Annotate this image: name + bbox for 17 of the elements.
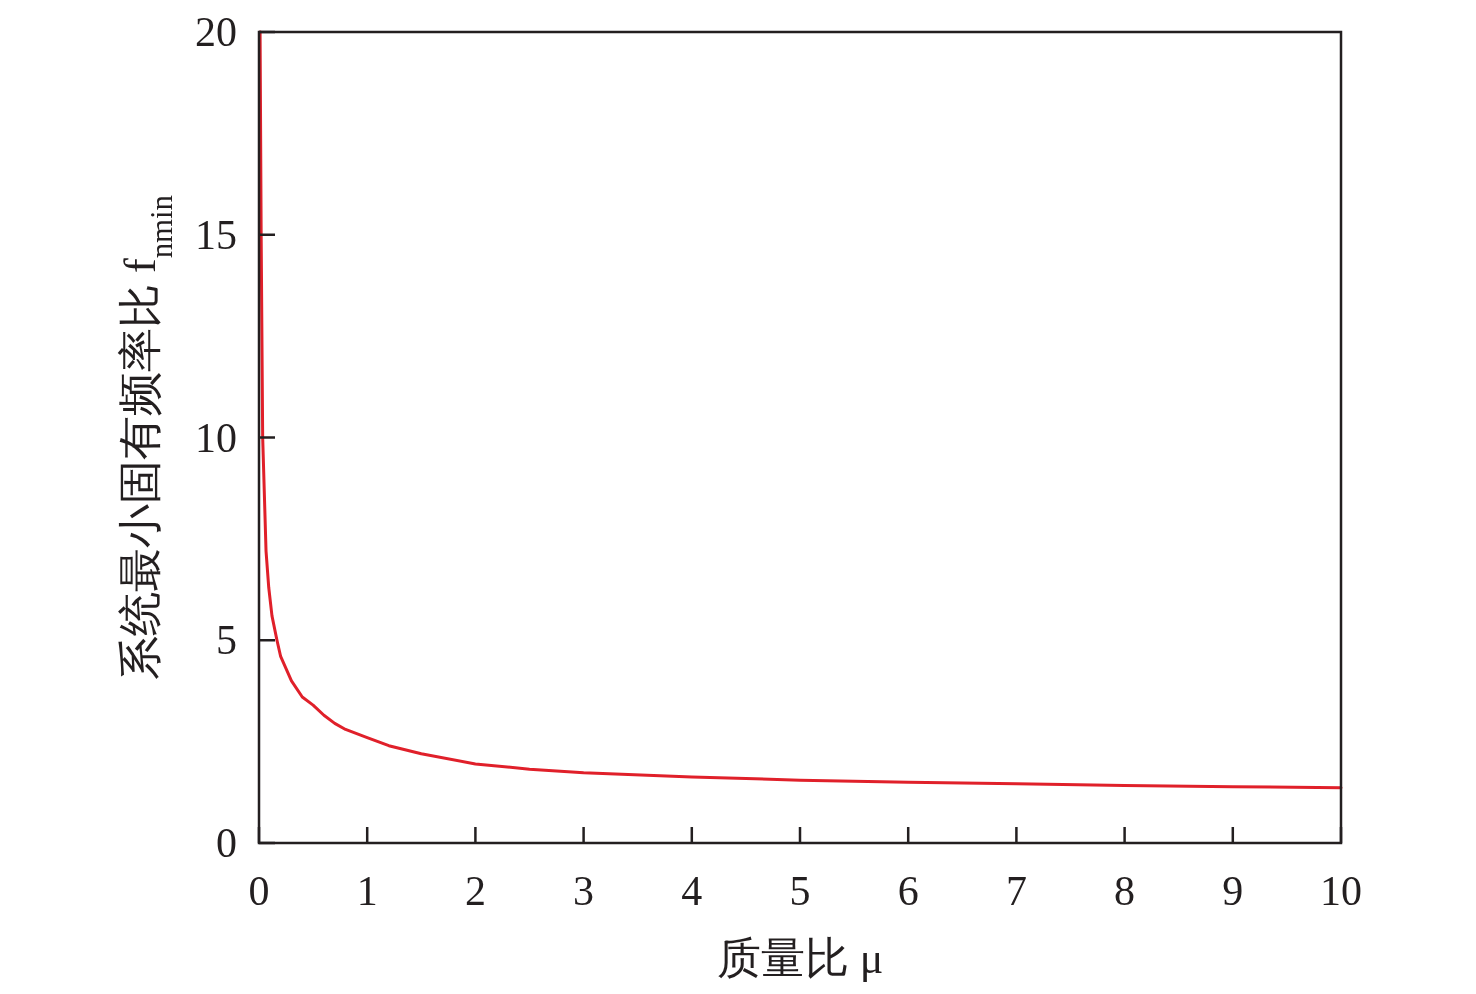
x-tick-label: 5 (789, 868, 811, 914)
x-tick-label: 2 (464, 868, 486, 914)
x-tick-label: 1 (356, 868, 378, 914)
x-tick-label: 0 (248, 868, 270, 914)
x-tick-label: 9 (1222, 868, 1244, 914)
y-tick-label: 0 (216, 820, 237, 866)
x-tick-label: 8 (1114, 868, 1136, 914)
x-tick-label: 6 (897, 868, 919, 914)
y-tick-label: 20 (195, 9, 237, 55)
x-axis-title: 质量比 μ (716, 934, 884, 983)
x-tick-label: 3 (573, 868, 595, 914)
y-tick-label: 5 (216, 617, 237, 664)
y-tick-label: 10 (195, 414, 237, 461)
x-tick-label: 4 (681, 868, 703, 914)
y-tick-label: 15 (195, 211, 237, 258)
x-tick-label: 7 (1005, 868, 1027, 914)
x-tick-label: 10 (1320, 868, 1362, 914)
